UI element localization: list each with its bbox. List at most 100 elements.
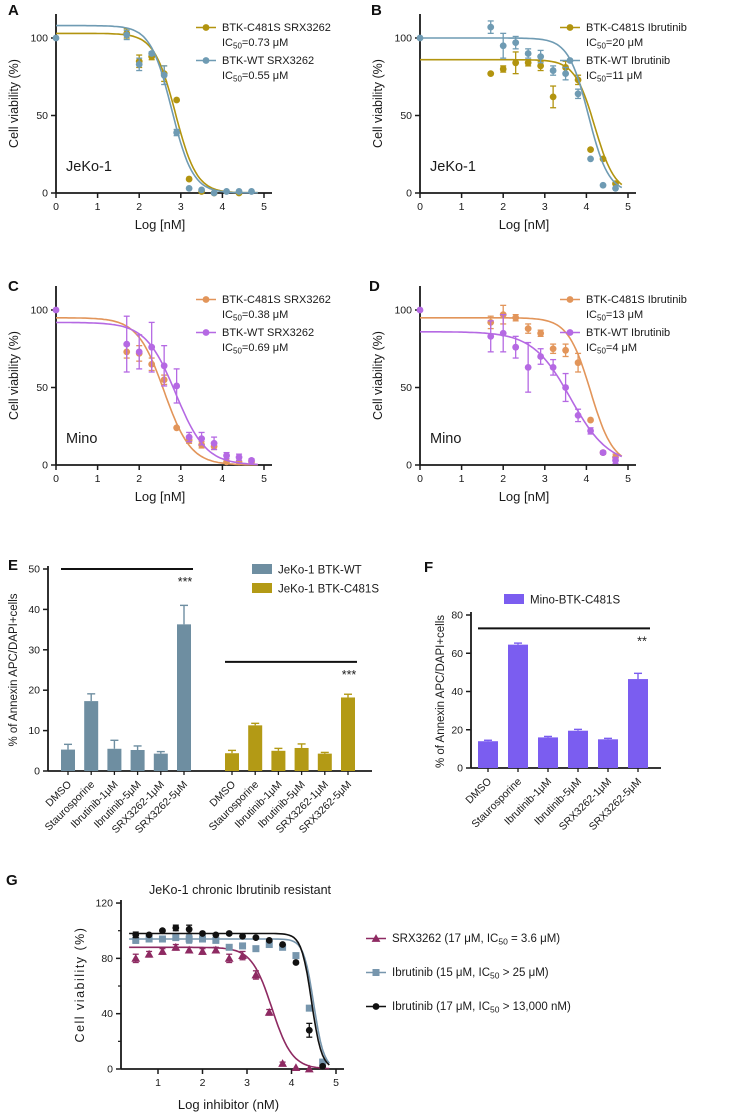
triangle-marker [371,934,381,942]
y-tick-label: 0 [406,460,412,472]
circle-marker [225,930,233,937]
square-marker [319,1058,327,1066]
circle-marker [123,31,131,39]
bar [153,753,168,771]
x-tick-label: 4 [583,201,589,213]
legend-label: Ibrutinib (15 μM, IC50 > 25 μM) [392,967,549,981]
circle-marker [537,53,545,60]
category-label: SRX3262-5μM [587,776,644,833]
circle-marker [210,439,218,447]
circle-marker [132,931,140,939]
y-tick-label: 80 [101,953,113,965]
triangle-marker [291,1063,301,1072]
y-tick-label: 40 [451,686,463,698]
legend-label: BTK-C481S Ibrutinib [586,294,687,306]
x-axis-title: Log [nM] [135,217,186,232]
x-tick-label: 4 [219,201,225,213]
x-tick-label: 3 [178,473,184,485]
triangle-marker [278,1059,287,1067]
bar [628,679,648,768]
circle-marker [549,67,557,74]
legend-ic50: IC50=20 μM [586,37,643,51]
category-label: SRX3262-1μM [557,776,614,833]
circle-marker [248,456,255,464]
circle-marker [252,934,260,942]
y-tick-label: 50 [400,110,412,122]
circle-marker [265,936,273,944]
circle-marker [372,1003,380,1010]
circle-marker [173,129,181,136]
circle-marker [587,427,594,435]
triangle-marker [198,947,207,955]
x-tick-label: 5 [261,473,267,485]
bar [84,701,99,771]
circle-marker [499,65,507,73]
bar [177,624,191,771]
legend-ic50: IC50=0.73 μM [222,37,288,51]
bar [568,730,588,768]
y-tick-label: 80 [451,610,463,622]
circle-marker [173,424,181,432]
panel-label-e: E [8,557,19,574]
fit-curve [55,321,258,466]
y-tick-label: 30 [28,644,40,656]
legend-label: BTK-C481S SRX3262 [222,22,331,34]
circle-marker [499,329,507,337]
panel-a-chart: 0 50 100 0 1 2 3 4 5 Cell viability (%) Log [nM] Je… [7,14,331,232]
circle-marker [199,930,206,937]
x-tick-label: 3 [178,201,184,213]
bar [508,644,528,768]
cell-line-label: Mino [66,431,97,447]
circle-marker [319,1062,327,1070]
circle-marker [305,1026,313,1034]
circle-marker [172,924,180,932]
legend-ic50: IC50=13 μM [586,309,643,323]
x-tick-label: 4 [583,473,589,485]
y-axis-title: Cell viability (%) [371,331,385,420]
fit-curve [420,58,623,186]
x-tick-label: 5 [625,201,631,213]
circle-marker [599,449,607,456]
y-tick-label: 40 [101,1008,113,1020]
panel-b-chart: 0 50 100 0 1 2 3 4 5 Cell viability (%) Log [nM] Je… [371,14,687,232]
legend-label: BTK-C481S SRX3262 [222,294,331,306]
circle-marker [612,456,619,464]
y-tick-label: 50 [28,564,40,576]
y-tick-label: 0 [42,188,48,200]
circle-marker [537,353,545,360]
circle-marker [524,59,532,67]
significance-stars: *** [178,575,193,589]
legend-label: JeKo-1 BTK-C481S [278,584,379,596]
y-tick-label: 40 [28,604,40,616]
bar [538,737,558,768]
x-tick-label: 5 [625,473,631,485]
square-marker [132,936,140,944]
square-marker [372,969,380,976]
panel-label-b: B [371,2,382,19]
circle-marker [210,189,218,197]
triangle-marker [158,947,167,955]
x-axis-title: Log inhibitor (nM) [178,1097,279,1112]
x-tick-label: 3 [244,1077,250,1089]
circle-marker [416,34,424,42]
legend-ic50: IC50=0.69 μM [222,342,288,356]
y-tick-label: 50 [36,110,48,122]
fit-curve [419,330,623,458]
y-tick-label: 10 [28,725,40,737]
legend-label: Ibrutinib (17 μM, IC50 > 13,000 nM) [392,1001,571,1015]
circle-marker [524,50,532,57]
panel-c-chart: 0 50 100 0 1 2 3 4 5 Cell viability (%) Log [nM] Mi… [7,286,331,504]
circle-marker [549,345,557,353]
circle-marker [499,42,507,50]
square-marker [199,935,206,943]
bar [598,739,618,768]
x-axis-title: Log [nM] [499,217,550,232]
chart-title: JeKo-1 chronic Ibrutinib resistant [149,883,332,897]
triangle-marker [171,942,181,951]
circle-marker [159,927,166,935]
bar [294,747,309,771]
x-tick-label: 0 [417,473,423,485]
square-marker [172,934,180,942]
